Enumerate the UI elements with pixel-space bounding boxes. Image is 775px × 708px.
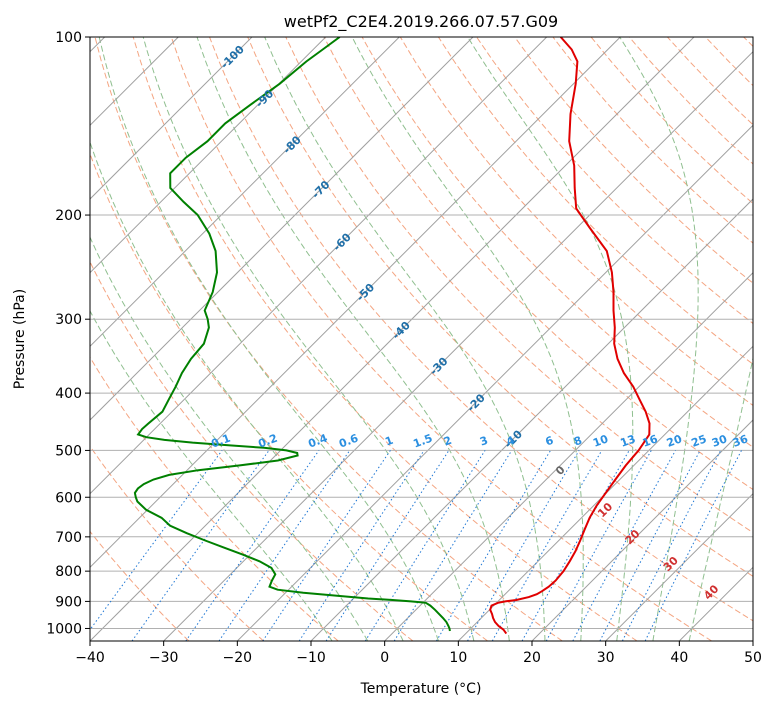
mixing-ratio-label: 30 [710, 432, 729, 450]
mixing-ratio-label: 4 [505, 434, 517, 449]
dry-adiabat-line [209, 37, 753, 622]
moist-adiabat-line [98, 37, 439, 641]
mixing-ratio-line [621, 450, 722, 641]
mixing-ratio-label: 10 [591, 432, 610, 450]
x-tick-label: 30 [597, 650, 615, 666]
y-tick-label: 900 [55, 594, 82, 610]
dewpoint-profile-line [133, 37, 451, 632]
x-tick-label: −40 [75, 650, 105, 666]
dry-adiabat-line [94, 37, 563, 641]
y-tick-label: 500 [55, 443, 82, 459]
mixing-ratio-label: 8 [572, 434, 584, 449]
x-tick-label: 20 [523, 650, 541, 666]
isotherm-line [457, 345, 753, 641]
profile-series [133, 37, 651, 635]
isotherm-line [90, 37, 327, 274]
plot-frame [89, 36, 754, 642]
mixing-ratio-line [185, 450, 320, 641]
mixing-ratio-line [218, 450, 351, 641]
moist-adiabat-line [90, 235, 369, 641]
x-tick-label: 50 [744, 650, 762, 666]
isotherm-line [90, 37, 400, 348]
x-tick-label: 40 [670, 650, 688, 666]
mixing-ratio-label: 25 [690, 432, 709, 449]
mixing-ratio-line [298, 450, 425, 641]
y-tick-label: 300 [55, 312, 82, 328]
dry-adiabat-line [247, 37, 753, 577]
x-axis-ticks: −40 −30 −20 −10 0 10 20 30 40 50 [75, 641, 762, 666]
dry-adiabat-line [514, 37, 753, 284]
isotherm-line [90, 37, 474, 421]
mixing-ratio-label: 0.4 [306, 432, 329, 451]
mixing-ratio-line [545, 450, 652, 641]
mixing-ratio-line [131, 450, 270, 641]
moist-adiabat-line [619, 37, 699, 641]
y-tick-label: 700 [55, 530, 82, 546]
x-axis-label: Temperature (°C) [360, 681, 482, 697]
mixing-ratio-label: 0.2 [256, 432, 279, 451]
isotherm-line [90, 37, 548, 495]
mixing-ratio-line [393, 450, 513, 641]
y-tick-label: 600 [55, 490, 82, 506]
mixing-ratio-line [90, 450, 223, 631]
mixing-ratio-label: 36 [731, 432, 750, 450]
moist-adiabat-line [264, 37, 546, 641]
mixing-ratio-label: 20 [665, 432, 684, 450]
dry-adiabat-line [437, 37, 753, 365]
moist-adiabat-line [196, 37, 510, 641]
mixing-ratio-label: 1.5 [412, 432, 435, 451]
x-tick-label: −30 [149, 650, 179, 666]
mixing-ratio-label: 16 [641, 432, 660, 450]
isotherm-line [752, 640, 753, 641]
y-tick-label: 200 [55, 208, 82, 224]
dry-adiabat-line [132, 37, 638, 641]
temperature-profile-line [489, 37, 651, 635]
chart-title: wetPf2_C2E4.2019.266.07.57.G09 [284, 12, 558, 32]
mixing-ratio-label: 2 [442, 434, 454, 449]
moist-adiabat-line [688, 355, 753, 641]
isotherm-line [310, 198, 753, 641]
moist-adiabat-line [351, 37, 584, 641]
y-tick-label: 1000 [46, 621, 82, 637]
dry-adiabat-line [90, 152, 488, 641]
dry-adiabat-line [399, 37, 753, 407]
isotherm-line [236, 124, 753, 641]
x-tick-label: 10 [449, 650, 467, 666]
mixing-ratio-label: 0.1 [210, 432, 233, 451]
isotherm-line [531, 419, 753, 641]
y-tick-label: 400 [55, 386, 82, 402]
y-axis-label: Pressure (hPa) [12, 289, 28, 389]
isotherm-line [605, 492, 753, 641]
mixing-ratio-label: 1 [383, 434, 395, 449]
mixing-ratio-label: 0.6 [337, 432, 360, 451]
plot-area [90, 37, 753, 641]
isotherm-line [163, 50, 753, 641]
background-lines [90, 37, 753, 641]
y-axis-ticks: 100 200 300 400 500 600 700 800 900 1000 [46, 30, 90, 637]
isotherm-line [90, 37, 695, 641]
dry-adiabat-line [90, 445, 264, 641]
y-tick-label: 800 [55, 564, 82, 580]
mixing-ratio-label: 3 [478, 434, 490, 449]
dry-adiabat-line [170, 37, 712, 641]
moist-adiabat-line [142, 37, 475, 641]
mixing-ratio-line [262, 450, 391, 641]
dry-adiabat-line [90, 530, 190, 641]
x-tick-label: 0 [380, 650, 389, 666]
isotherm-line [90, 37, 253, 200]
isotherm-line [384, 271, 753, 641]
x-tick-label: −20 [223, 650, 253, 666]
mixing-ratio-label: 13 [619, 432, 638, 449]
y-tick-label: 100 [55, 30, 82, 46]
x-tick-label: −10 [296, 650, 326, 666]
mixing-ratio-line [325, 450, 450, 641]
mixing-ratio-line [644, 450, 742, 641]
mixing-ratio-label: 6 [544, 434, 556, 449]
mixing-ratio-line [572, 450, 676, 641]
dry-adiabat-line [90, 356, 339, 641]
isotherm-line [90, 37, 621, 569]
